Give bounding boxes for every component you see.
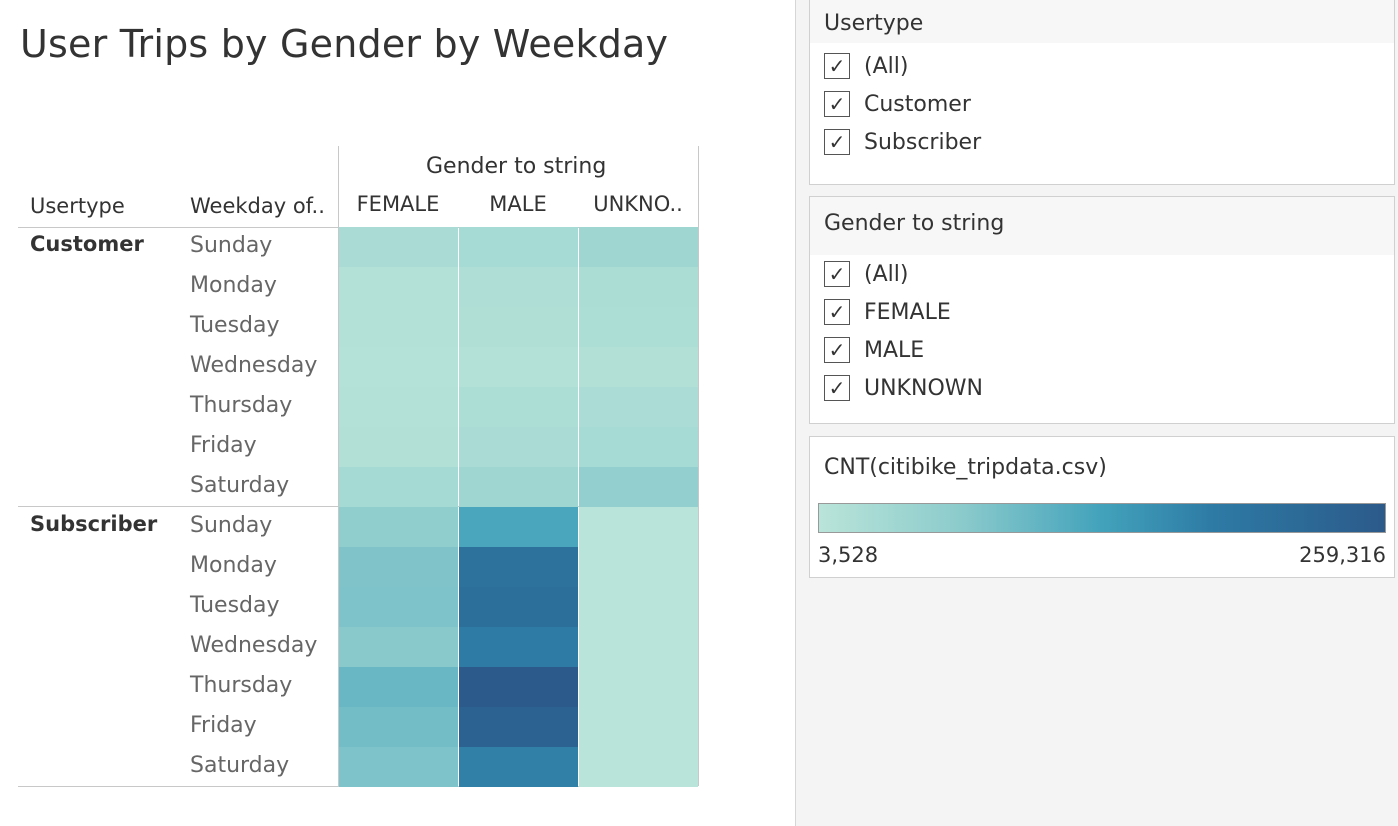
heatmap-cell[interactable] xyxy=(579,387,698,427)
filter-item-label: FEMALE xyxy=(864,299,951,325)
heatmap-cell[interactable] xyxy=(579,307,698,347)
column-header-unknown: UNKNO.. xyxy=(593,192,683,216)
row-label-saturday: Saturday xyxy=(190,473,290,498)
filter-item-label: UNKNOWN xyxy=(864,375,983,401)
heatmap-cell[interactable] xyxy=(579,747,698,787)
heatmap-cell[interactable] xyxy=(339,587,458,627)
row-label-saturday: Saturday xyxy=(190,753,290,778)
heatmap-cell[interactable] xyxy=(459,347,578,387)
grid-divider-left xyxy=(338,146,339,786)
group-label-customer: Customer xyxy=(30,232,144,256)
filter-item-label: MALE xyxy=(864,337,925,363)
row-label-tuesday: Tuesday xyxy=(190,313,280,338)
heatmap-cell[interactable] xyxy=(579,707,698,747)
usertype-filter-title: Usertype xyxy=(810,0,1394,43)
row-label-friday: Friday xyxy=(190,713,257,738)
heatmap-cell[interactable] xyxy=(339,627,458,667)
usertype-filter-all[interactable]: ✓ (All) xyxy=(810,47,1394,85)
heatmap-cell[interactable] xyxy=(579,507,698,547)
heatmap-table: User Trips by Gender by Weekday Gender t… xyxy=(18,22,699,787)
column-header-female: FEMALE xyxy=(356,192,440,216)
heatmap-cell[interactable] xyxy=(339,507,458,547)
checkbox-checked-icon[interactable]: ✓ xyxy=(824,375,850,401)
row-label-wednesday: Wednesday xyxy=(190,353,318,378)
row-label-monday: Monday xyxy=(190,273,277,298)
color-legend-min: 3,528 xyxy=(818,543,879,567)
row-label-thursday: Thursday xyxy=(190,673,293,698)
heatmap-cell[interactable] xyxy=(579,547,698,587)
checkbox-checked-icon[interactable]: ✓ xyxy=(824,261,850,287)
heatmap-cell[interactable] xyxy=(339,267,458,307)
heatmap-cell[interactable] xyxy=(339,467,458,507)
checkbox-checked-icon[interactable]: ✓ xyxy=(824,91,850,117)
color-legend-title: CNT(citibike_tripdata.csv) xyxy=(824,455,1107,480)
heatmap-cell[interactable] xyxy=(459,507,578,547)
gender-filter-panel: Gender to string ✓ (All) ✓ FEMALE ✓ MALE… xyxy=(809,196,1395,424)
row-label-sunday: Sunday xyxy=(190,233,273,258)
heatmap-cell[interactable] xyxy=(459,627,578,667)
heatmap-cell[interactable] xyxy=(459,267,578,307)
checkbox-checked-icon[interactable]: ✓ xyxy=(824,299,850,325)
gender-filter-male[interactable]: ✓ MALE xyxy=(810,331,1394,369)
checkbox-checked-icon[interactable]: ✓ xyxy=(824,337,850,363)
column-group-header: Gender to string xyxy=(426,154,607,179)
heatmap-cell[interactable] xyxy=(579,227,698,267)
gender-filter-unknown[interactable]: ✓ UNKNOWN xyxy=(810,369,1394,407)
heatmap-cell[interactable] xyxy=(459,587,578,627)
gender-filter-female[interactable]: ✓ FEMALE xyxy=(810,293,1394,331)
color-legend-max: 259,316 xyxy=(1299,543,1386,567)
color-legend-panel: CNT(citibike_tripdata.csv) 3,528 259,316 xyxy=(809,436,1395,578)
heatmap-cell[interactable] xyxy=(579,347,698,387)
row-label-monday: Monday xyxy=(190,553,277,578)
heatmap-cell[interactable] xyxy=(339,387,458,427)
filter-item-label: (All) xyxy=(864,261,909,287)
heatmap-cell[interactable] xyxy=(339,427,458,467)
row-label-friday: Friday xyxy=(190,433,257,458)
checkbox-checked-icon[interactable]: ✓ xyxy=(824,129,850,155)
heatmap-cell[interactable] xyxy=(339,347,458,387)
filter-item-label: (All) xyxy=(864,53,909,79)
heatmap-cell[interactable] xyxy=(339,307,458,347)
heatmap-cell[interactable] xyxy=(459,227,578,267)
heatmap-cell[interactable] xyxy=(459,547,578,587)
heatmap-cell[interactable] xyxy=(339,547,458,587)
heatmap-cell[interactable] xyxy=(459,667,578,707)
heatmap-cell[interactable] xyxy=(579,627,698,667)
heatmap-cell[interactable] xyxy=(459,747,578,787)
usertype-filter-subscriber[interactable]: ✓ Subscriber xyxy=(810,123,1394,161)
heatmap-cell[interactable] xyxy=(339,747,458,787)
heatmap-cell[interactable] xyxy=(579,467,698,507)
heatmap-cell[interactable] xyxy=(339,227,458,267)
row-header-weekday: Weekday of.. xyxy=(190,194,325,218)
heatmap-cell[interactable] xyxy=(579,667,698,707)
gender-filter-all[interactable]: ✓ (All) xyxy=(810,255,1394,293)
row-label-thursday: Thursday xyxy=(190,393,293,418)
filter-sidebar: Usertype ✓ (All) ✓ Customer ✓ Subscriber… xyxy=(795,0,1398,826)
heatmap-cell[interactable] xyxy=(459,467,578,507)
heatmap-cell[interactable] xyxy=(459,387,578,427)
heatmap-cell[interactable] xyxy=(459,707,578,747)
row-label-tuesday: Tuesday xyxy=(190,593,280,618)
heatmap-cell[interactable] xyxy=(579,427,698,467)
heatmap-cell[interactable] xyxy=(459,427,578,467)
heatmap-cell[interactable] xyxy=(459,307,578,347)
row-header-usertype: Usertype xyxy=(30,194,125,218)
row-label-wednesday: Wednesday xyxy=(190,633,318,658)
heatmap-cell[interactable] xyxy=(579,267,698,307)
group-label-subscriber: Subscriber xyxy=(30,512,158,536)
grid-divider-right xyxy=(698,146,699,786)
column-header-male: MALE xyxy=(489,192,547,216)
row-label-sunday: Sunday xyxy=(190,513,273,538)
filter-item-label: Customer xyxy=(864,91,971,117)
heatmap-cell[interactable] xyxy=(339,667,458,707)
heatmap-cell[interactable] xyxy=(339,707,458,747)
checkbox-checked-icon[interactable]: ✓ xyxy=(824,53,850,79)
gender-filter-title: Gender to string xyxy=(810,197,1394,255)
heatmap-cell[interactable] xyxy=(579,587,698,627)
page-title: User Trips by Gender by Weekday xyxy=(20,22,669,66)
color-legend-gradient xyxy=(818,503,1386,533)
filter-item-label: Subscriber xyxy=(864,129,982,155)
usertype-filter-panel: Usertype ✓ (All) ✓ Customer ✓ Subscriber xyxy=(809,0,1395,185)
usertype-filter-customer[interactable]: ✓ Customer xyxy=(810,85,1394,123)
